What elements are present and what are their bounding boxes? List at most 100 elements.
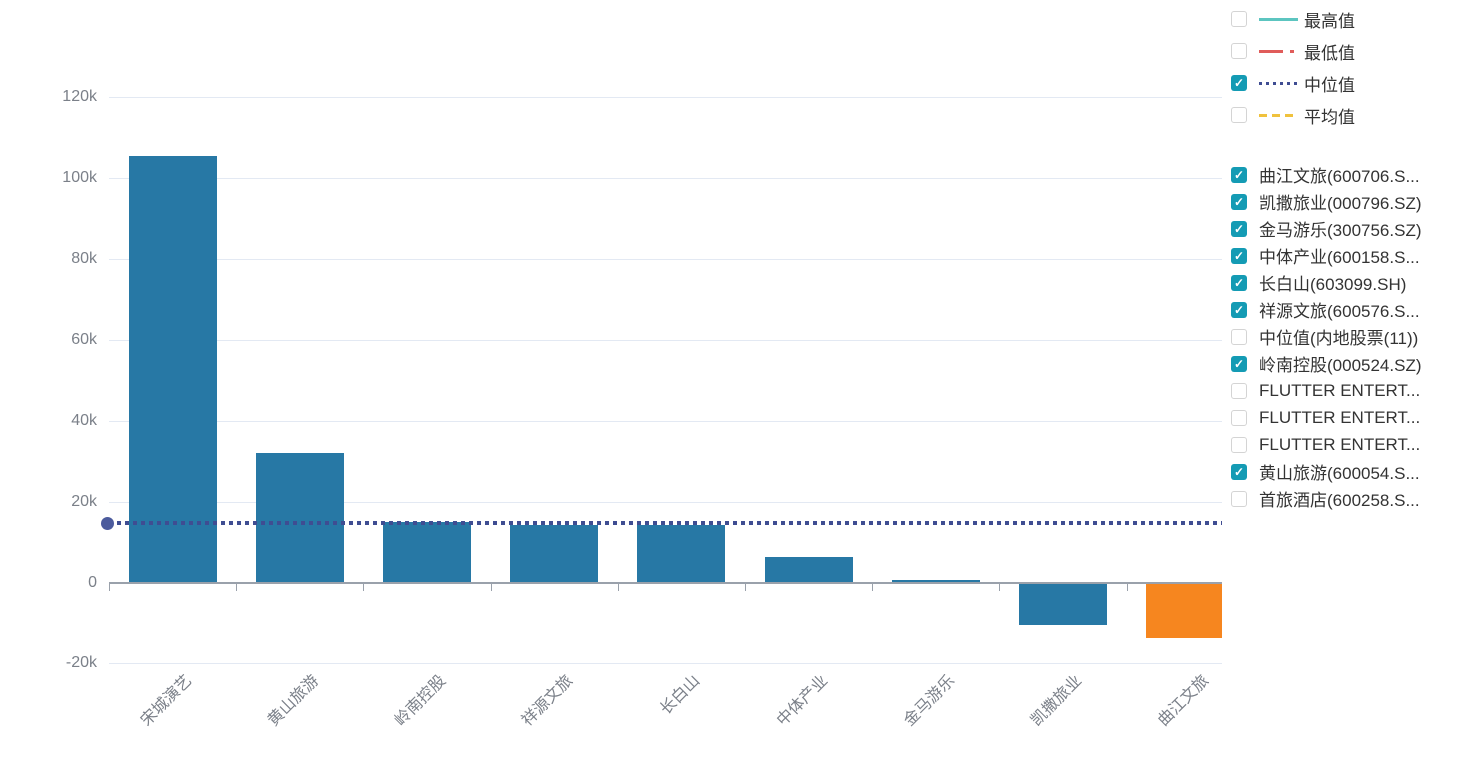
legend-stat-item[interactable]: 最高值 — [1231, 3, 1355, 35]
checkmark-icon: ✓ — [1233, 76, 1245, 90]
legend-line-sample — [1259, 17, 1298, 21]
legend-line-sample — [1259, 113, 1298, 117]
legend-series-label[interactable]: 祥源文旅(600576.S... — [1259, 302, 1420, 321]
legend-stat-label[interactable]: 中位值 — [1304, 75, 1355, 95]
legend-series-item[interactable]: ✓ 凯撒旅业(000796.SZ) — [1231, 188, 1422, 215]
legend-series-label[interactable]: 首旅酒店(600258.S... — [1259, 491, 1420, 510]
bar-中体产业[interactable] — [764, 557, 853, 583]
x-tick-label: 黄山旅游 — [264, 672, 323, 730]
x-axis-tick — [745, 582, 746, 591]
y-tick-label: 100k — [62, 168, 97, 186]
x-axis-tick — [1126, 582, 1128, 591]
legend-checkbox[interactable]: ✓ — [1231, 166, 1247, 183]
y-tick-label: 120k — [62, 88, 97, 105]
legend-checkbox[interactable] — [1231, 409, 1247, 426]
legend-checkbox[interactable] — [1231, 107, 1247, 123]
legend-checkbox[interactable] — [1231, 328, 1247, 345]
legend-checkbox[interactable] — [1231, 436, 1247, 453]
grid-line — [109, 177, 1222, 179]
legend-checkbox[interactable] — [1231, 490, 1247, 507]
legend-series-item[interactable]: ✓ 祥源文旅(600576.S... — [1231, 296, 1422, 323]
bar-金马游乐[interactable] — [891, 579, 980, 583]
grid-line — [109, 663, 1222, 665]
grid-line — [109, 420, 1222, 422]
legend-stat-item[interactable]: 平均值 — [1231, 99, 1355, 131]
legend-checkbox[interactable]: ✓ — [1231, 247, 1247, 264]
legend-stat-item[interactable]: 最低值 — [1231, 35, 1355, 67]
x-axis-tick — [236, 582, 238, 591]
y-tick-label: 40k — [71, 411, 97, 429]
legend-checkbox[interactable]: ✓ — [1231, 75, 1247, 91]
x-tick-label: 中体产业 — [773, 672, 831, 730]
x-axis-tick — [109, 582, 110, 591]
legend-series-label[interactable]: 中位值(内地股票(11)) — [1259, 329, 1419, 348]
y-tick-label: 80k — [71, 249, 97, 267]
legend-series-label[interactable]: 凯撒旅业(000796.SZ) — [1259, 194, 1422, 213]
checkmark-icon: ✓ — [1233, 464, 1245, 479]
bar-岭南控股[interactable] — [383, 521, 471, 583]
x-axis-tick — [490, 582, 492, 591]
legend-series-label[interactable]: 中体产业(600158.S... — [1259, 248, 1420, 267]
bar-祥源文旅[interactable] — [510, 524, 599, 583]
legend-series-item[interactable]: ✓ 长白山(603099.SH) — [1231, 269, 1422, 296]
bar-宋城演艺[interactable] — [128, 156, 217, 583]
x-tick-label: 长白山 — [657, 672, 704, 719]
x-tick-label: 岭南控股 — [391, 672, 450, 730]
legend-series-label[interactable]: FLUTTER ENTERT... — [1259, 380, 1421, 400]
legend-series-item[interactable]: FLUTTER ENTERT... — [1231, 404, 1422, 431]
bar-黄山旅游[interactable] — [255, 453, 344, 583]
x-tick-label: 凯撒旅业 — [1027, 672, 1086, 730]
legend-series-item[interactable]: 首旅酒店(600258.S... — [1231, 485, 1422, 512]
legend-checkbox[interactable]: ✓ — [1231, 355, 1247, 372]
legend-checkbox[interactable] — [1231, 382, 1247, 399]
legend-series-label[interactable]: 长白山(603099.SH) — [1259, 275, 1407, 294]
x-axis-tick — [363, 582, 365, 591]
legend-checkbox[interactable]: ✓ — [1231, 274, 1247, 291]
legend-checkbox[interactable] — [1231, 11, 1247, 27]
legend-series-label[interactable]: FLUTTER ENTERT... — [1259, 434, 1421, 454]
legend-checkbox[interactable]: ✓ — [1231, 220, 1247, 237]
legend-series-item[interactable]: ✓ 金马游乐(300756.SZ) — [1231, 215, 1422, 242]
legend-series-label[interactable]: 金马游乐(300756.SZ) — [1259, 221, 1422, 240]
x-tick-label: 宋城演艺 — [137, 672, 195, 730]
x-axis-tick — [617, 582, 619, 591]
legend-line-sample — [1259, 49, 1298, 53]
x-axis-tick — [872, 582, 874, 591]
legend-series-label[interactable]: 曲江文旅(600706.S... — [1259, 167, 1420, 186]
bar-曲江文旅[interactable] — [1146, 583, 1222, 638]
legend-series-item[interactable]: ✓ 中体产业(600158.S... — [1231, 242, 1422, 269]
legend-stats-group: 最高值最低值 ✓ 中位值平均值 — [1231, 3, 1355, 131]
legend-series-item[interactable]: ✓ 黄山旅游(600054.S... — [1231, 458, 1422, 485]
y-tick-label: 20k — [71, 492, 97, 510]
legend-checkbox[interactable] — [1231, 43, 1247, 59]
y-tick-label: -20k — [65, 654, 97, 672]
checkmark-icon: ✓ — [1233, 194, 1245, 209]
legend-series-item[interactable]: ✓ 曲江文旅(600706.S... — [1231, 161, 1422, 188]
legend-series-item[interactable]: FLUTTER ENTERT... — [1231, 431, 1422, 458]
grid-line — [109, 97, 1222, 98]
legend-stat-item[interactable]: ✓ 中位值 — [1231, 67, 1355, 99]
legend-series-item[interactable]: FLUTTER ENTERT... — [1231, 377, 1422, 404]
legend-stat-label[interactable]: 最高值 — [1304, 11, 1355, 31]
legend-series-label[interactable]: 岭南控股(000524.SZ) — [1259, 356, 1422, 375]
median-mark-line — [109, 521, 1222, 526]
legend-series-item[interactable]: 中位值(内地股票(11)) — [1231, 323, 1422, 350]
legend-series-label[interactable]: FLUTTER ENTERT... — [1259, 407, 1421, 427]
legend-stat-label[interactable]: 平均值 — [1304, 107, 1355, 127]
y-tick-label: 60k — [71, 330, 97, 348]
bar-长白山[interactable] — [637, 525, 726, 583]
legend-checkbox[interactable]: ✓ — [1231, 193, 1247, 210]
legend-series-item[interactable]: ✓ 岭南控股(000524.SZ) — [1231, 350, 1422, 377]
grid-line — [109, 258, 1222, 260]
legend-series-group: ✓ 曲江文旅(600706.S... ✓ 凯撒旅业(000796.SZ) ✓ 金马游乐(3… — [1231, 161, 1422, 512]
legend-checkbox[interactable]: ✓ — [1231, 301, 1247, 318]
legend-series-label[interactable]: 黄山旅游(600054.S... — [1259, 464, 1420, 483]
legend-checkbox[interactable]: ✓ — [1231, 463, 1247, 480]
legend-stat-label[interactable]: 最低值 — [1304, 43, 1355, 63]
legend-line-sample — [1259, 81, 1298, 85]
checkmark-icon: ✓ — [1233, 356, 1245, 371]
y-tick-label: 0 — [88, 573, 97, 591]
bar-凯撒旅业[interactable] — [1019, 583, 1107, 625]
